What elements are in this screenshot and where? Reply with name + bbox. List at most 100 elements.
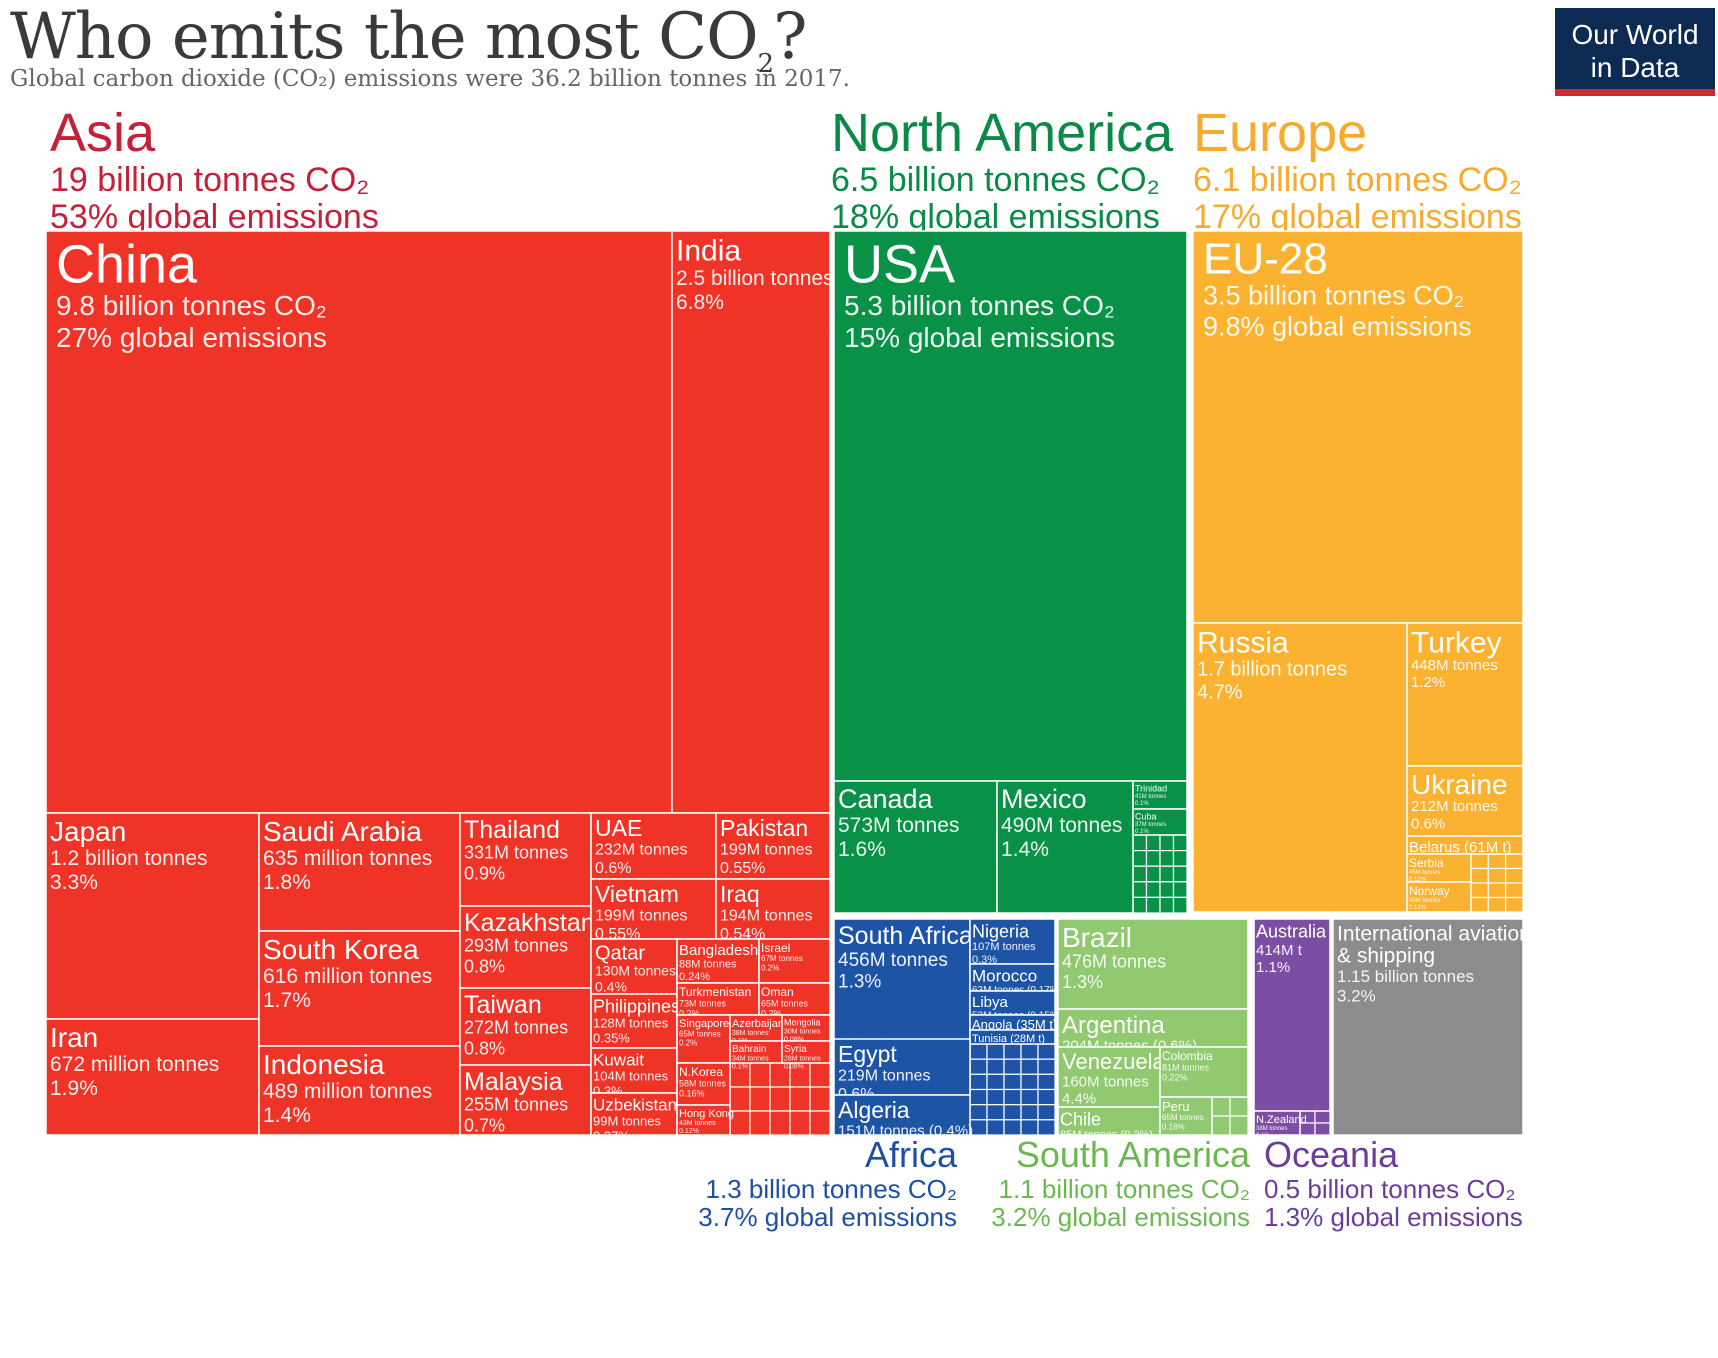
small-cell: [1487, 853, 1507, 870]
small-cell: [986, 1119, 1005, 1136]
small-cell: [969, 1088, 988, 1106]
cell-value: 128M tonnes: [593, 1016, 669, 1031]
small-cell: [1172, 834, 1188, 852]
cell-pct: 0.6%: [595, 860, 631, 877]
small-cell: [1505, 882, 1524, 899]
cell-value: 81M tonnes: [1162, 1062, 1210, 1072]
small-cell: [1037, 1104, 1056, 1121]
small-cell: [1003, 1073, 1022, 1091]
cell-value: 490M tonnes: [1001, 814, 1122, 837]
small-cell: [1037, 1058, 1056, 1075]
cell-name: Canada: [838, 784, 934, 814]
small-cell: [1020, 1058, 1039, 1075]
cell-value: 293M tonnes: [464, 936, 568, 956]
cell-pct: 0.2%: [761, 1009, 782, 1019]
cell-label: Belarus (61M t): [1409, 839, 1512, 856]
small-cells-europe: [1470, 853, 1524, 913]
cell-pct: 0.6%: [1411, 815, 1445, 832]
small-cell: [1020, 1104, 1039, 1121]
small-cell: [1132, 849, 1148, 867]
small-cell: [1145, 849, 1161, 867]
cell-name: Syria: [784, 1044, 807, 1055]
region-label-north-america: North America 6.5 billion tonnes CO₂ 18% g…: [831, 103, 1174, 237]
small-cell: [986, 1088, 1005, 1106]
small-cell: [1145, 896, 1161, 914]
cell-pct: 0.12%: [1409, 905, 1427, 911]
cell-name: Pakistan: [720, 815, 808, 841]
small-cell: [749, 1062, 771, 1088]
small-cell: [1159, 896, 1175, 914]
cell-pct: 1.3%: [838, 972, 881, 993]
cell-name: Algeria: [838, 1097, 910, 1123]
cell-rect: [1253, 918, 1331, 1112]
small-cell: [769, 1086, 791, 1112]
small-cell: [1470, 853, 1489, 870]
cell-name: Norway: [1409, 884, 1450, 898]
cell-value: 1.2 billion tonnes: [50, 847, 208, 870]
cell-value: 30M tonnes: [784, 1028, 821, 1035]
cell-name: Argentina: [1062, 1012, 1165, 1039]
cell-rect: [1406, 853, 1472, 883]
small-cell: [789, 1086, 811, 1112]
cell-name: Peru: [1162, 1099, 1189, 1114]
cell-value: 414M t: [1256, 942, 1303, 959]
small-cell: [1172, 865, 1188, 883]
cell-name: Trinidad: [1135, 783, 1167, 793]
cell-pct: 0.8%: [464, 956, 505, 976]
cell-rect: [676, 982, 760, 1016]
cell-pct: 0.08%: [784, 1063, 804, 1070]
cell-rect: [676, 1104, 731, 1136]
cell-rect: [833, 1094, 971, 1136]
cell-value: 3.5 billion tonnes CO₂: [1203, 281, 1464, 311]
cell-name: Turkmenistan: [679, 985, 751, 999]
cell-rect: [969, 990, 1056, 1016]
cell-pct: 3.2%: [1337, 986, 1376, 1005]
owid-logo[interactable]: Our World in Data: [1555, 8, 1715, 96]
small-cell: [1505, 853, 1524, 870]
small-cell: [1487, 867, 1507, 884]
small-cell: [1172, 896, 1188, 914]
cell-name: Ukraine: [1411, 769, 1507, 800]
cell-value: 476M tonnes: [1062, 951, 1166, 971]
cell-rect: [676, 1014, 731, 1064]
cell-name: South Korea: [263, 934, 419, 965]
cell-pct: 0.7%: [464, 1115, 505, 1135]
cell-name-line1: International aviation: [1337, 922, 1531, 945]
cell-name: Egypt: [838, 1041, 897, 1067]
cell-value: 38M tonnes: [732, 1030, 769, 1037]
cell-value: 635 million tonnes: [263, 847, 432, 870]
cell-name: Brazil: [1062, 922, 1132, 953]
cell-name: Japan: [50, 816, 126, 847]
small-cell: [1159, 881, 1175, 898]
cell-pct: 0.08%: [784, 1036, 804, 1043]
cell-value: 104M tonnes: [593, 1069, 669, 1084]
small-cell: [1172, 881, 1188, 898]
cell-rect: [459, 812, 592, 907]
small-cell: [1037, 1119, 1056, 1136]
small-cell: [1037, 1073, 1056, 1091]
cell-name: Philippines: [593, 997, 680, 1017]
small-cell: [1487, 896, 1507, 913]
cell-rect: [833, 230, 1188, 782]
cell-name: N.Zealand: [1256, 1114, 1307, 1126]
cell-pct: 0.8%: [464, 1038, 505, 1058]
